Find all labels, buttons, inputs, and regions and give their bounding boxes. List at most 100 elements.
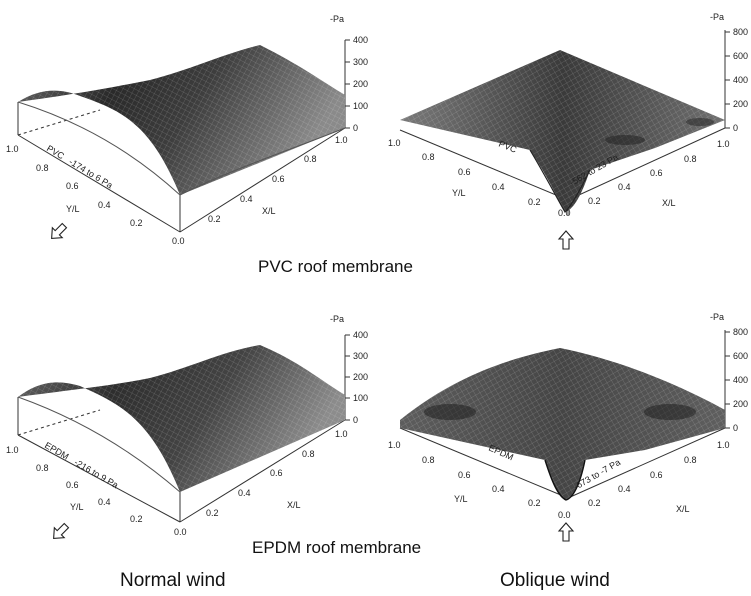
y-tick: 0.6 — [458, 167, 471, 177]
y-tick: 0.4 — [492, 484, 505, 494]
x-tick: 0.2 — [206, 508, 219, 518]
y-tick: 0.4 — [98, 497, 111, 507]
panel-pvc-oblique: -Pa 800 600 400 200 0 1.0 0.8 0.6 0.4 0.… — [380, 0, 751, 250]
pressure-surface — [400, 50, 725, 213]
x-tick: 0.2 — [588, 498, 601, 508]
x-tick: 0.6 — [650, 168, 663, 178]
x-tick: 0.2 — [208, 214, 221, 224]
column-title-oblique-wind: Oblique wind — [500, 570, 610, 591]
x-tick: 1.0 — [335, 429, 348, 439]
z-unit-label: -Pa — [710, 12, 724, 22]
surface-plot-pvc-oblique: -Pa 800 600 400 200 0 1.0 0.8 0.6 0.4 0.… — [388, 12, 748, 250]
surface-plot-epdm-normal: -Pa 400 300 200 100 0 1.0 0.8 0.6 0.4 0.… — [6, 314, 368, 539]
x-tick: 0.0 — [558, 208, 571, 218]
z-axis: -Pa 400 300 200 100 0 — [330, 314, 368, 425]
material-label: EPDM — [43, 440, 71, 462]
pressure-surface — [17, 345, 345, 493]
panel-epdm-normal: -Pa 400 300 200 100 0 1.0 0.8 0.6 0.4 0.… — [0, 300, 380, 545]
y-axis-label: Y/L — [452, 188, 466, 198]
z-tick: 200 — [353, 79, 368, 89]
z-tick: 600 — [733, 51, 748, 61]
z-tick: 100 — [353, 101, 368, 111]
z-tick: 400 — [353, 330, 368, 340]
y-tick: 1.0 — [388, 440, 401, 450]
z-axis: -Pa 800 600 400 200 0 — [710, 312, 748, 433]
pressure-surface — [400, 348, 725, 501]
z-tick: 300 — [353, 351, 368, 361]
z-tick: 600 — [733, 351, 748, 361]
z-axis: -Pa 400 300 200 100 0 — [330, 14, 368, 133]
x-axis: 0.0 0.2 0.4 0.6 0.8 1.0 X/L — [172, 135, 348, 246]
z-unit-label: -Pa — [710, 312, 724, 322]
row-title-epdm: EPDM roof membrane — [252, 538, 422, 557]
y-axis: 1.0 0.8 0.6 0.4 0.2 Y/L — [6, 445, 143, 524]
z-tick: 800 — [733, 327, 748, 337]
material-label: PVC — [45, 143, 66, 161]
y-tick: 0.2 — [528, 197, 541, 207]
x-tick: 1.0 — [335, 135, 348, 145]
x-tick: 0.8 — [302, 449, 315, 459]
z-tick: 200 — [353, 372, 368, 382]
surface-plot-pvc-normal: -Pa 400 300 200 100 0 1.0 0.8 0.6 0.4 0.… — [6, 14, 368, 246]
z-unit-label: -Pa — [330, 14, 344, 24]
x-tick: 0.2 — [588, 196, 601, 206]
row-title-pvc: PVC roof membrane — [258, 257, 413, 276]
y-tick: 1.0 — [6, 144, 19, 154]
z-tick: 200 — [733, 399, 748, 409]
x-tick: 0.8 — [684, 154, 697, 164]
x-tick: 0.6 — [650, 470, 663, 480]
y-tick: 0.6 — [66, 480, 79, 490]
y-tick: 1.0 — [388, 138, 401, 148]
y-axis: 1.0 0.8 0.6 0.4 0.2 Y/L — [388, 138, 541, 207]
z-tick: 100 — [353, 393, 368, 403]
x-tick: 0.6 — [272, 174, 285, 184]
x-axis: 0.0 0.2 0.4 0.6 0.8 1.0 X/L — [174, 429, 348, 537]
x-axis-label: X/L — [287, 500, 301, 510]
y-tick: 0.4 — [492, 182, 505, 192]
z-tick: 0 — [733, 423, 738, 433]
x-tick: 0.0 — [174, 527, 187, 537]
x-tick: 1.0 — [717, 139, 730, 149]
x-axis-label: X/L — [262, 206, 276, 216]
x-tick: 0.8 — [684, 455, 697, 465]
up-arrow-icon — [557, 230, 575, 250]
y-axis-label: Y/L — [70, 502, 84, 512]
y-tick: 0.2 — [130, 514, 143, 524]
z-unit-label: -Pa — [330, 314, 344, 324]
y-axis-label: Y/L — [66, 204, 80, 214]
x-tick: 0.0 — [558, 510, 571, 520]
x-tick: 0.0 — [172, 236, 185, 246]
x-tick: 0.4 — [238, 488, 251, 498]
pressure-surface — [17, 45, 346, 196]
y-tick: 0.8 — [36, 163, 49, 173]
x-axis: 0.0 0.2 0.4 0.6 0.8 1.0 X/L — [558, 139, 730, 218]
z-tick: 0 — [353, 415, 358, 425]
surface-plot-epdm-oblique: -Pa 800 600 400 200 0 1.0 0.8 0.6 0.4 0.… — [388, 312, 748, 542]
y-tick: 0.8 — [36, 463, 49, 473]
range-label: -216 to 9 Pa — [72, 457, 119, 490]
y-tick: 0.6 — [458, 470, 471, 480]
z-tick: 400 — [353, 35, 368, 45]
y-tick: 0.8 — [422, 152, 435, 162]
x-tick: 1.0 — [717, 440, 730, 450]
y-tick: 0.2 — [528, 498, 541, 508]
x-tick: 0.6 — [270, 468, 283, 478]
y-tick: 0.2 — [130, 218, 143, 228]
z-tick: 400 — [733, 75, 748, 85]
diagonal-arrow-icon — [53, 522, 70, 539]
x-tick: 0.4 — [618, 484, 631, 494]
y-tick: 0.8 — [422, 455, 435, 465]
x-axis: 0.0 0.2 0.4 0.6 0.8 1.0 X/L — [558, 440, 730, 520]
z-axis: -Pa 800 600 400 200 0 — [710, 12, 748, 133]
y-tick: 1.0 — [6, 445, 19, 455]
x-axis-label: X/L — [676, 504, 690, 514]
annotation: EPDM -216 to 9 Pa — [43, 440, 120, 490]
x-tick: 0.8 — [304, 154, 317, 164]
y-axis: 1.0 0.8 0.6 0.4 0.2 Y/L — [6, 144, 143, 228]
z-tick: 200 — [733, 99, 748, 109]
annotation: PVC -174 to 6 Pa — [45, 143, 114, 190]
z-tick: 0 — [353, 123, 358, 133]
y-axis: 1.0 0.8 0.6 0.4 0.2 Y/L — [388, 440, 541, 508]
y-axis-label: Y/L — [454, 494, 468, 504]
z-tick: 800 — [733, 27, 748, 37]
